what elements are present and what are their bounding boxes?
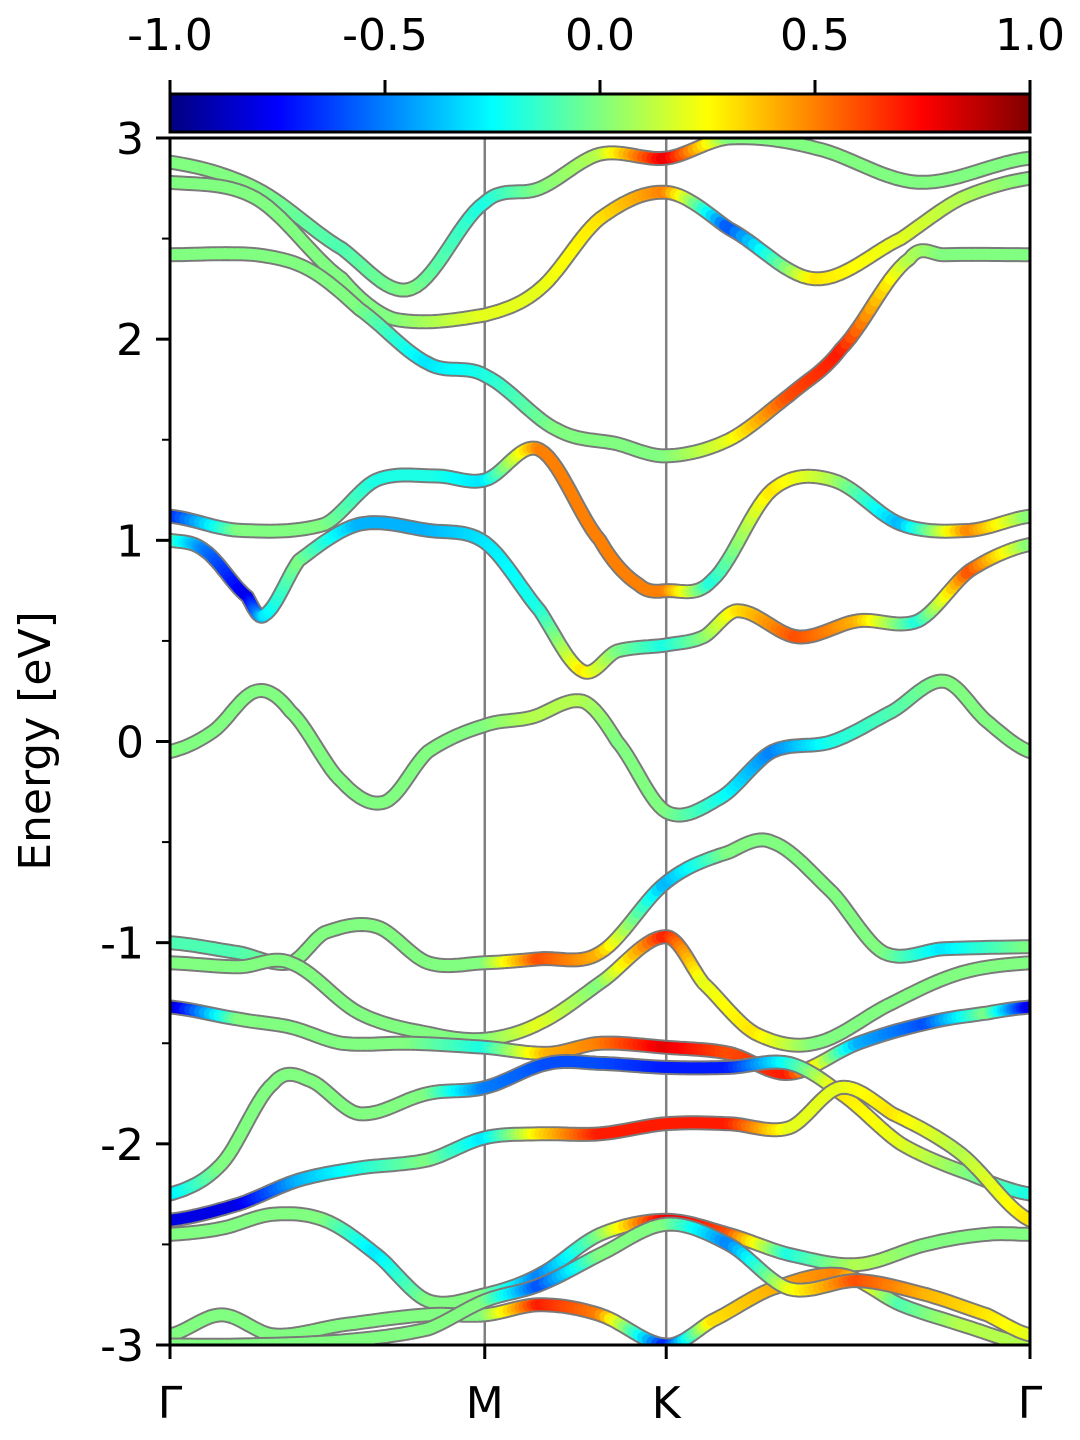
band-2 — [170, 170, 1030, 330]
colorbar-ticks: -1.0 -0.5 0.0 0.5 1.0 — [127, 10, 1065, 94]
y-tick-label: -2 — [100, 1120, 144, 1171]
colorbar-tick-label: 0.0 — [565, 10, 635, 61]
kpoint-lines — [483, 138, 668, 1345]
colorbar-tick-label: -0.5 — [342, 10, 428, 61]
band-outline — [170, 243, 1030, 464]
band-13 — [170, 1266, 1030, 1345]
x-tick-label: M — [466, 1378, 504, 1429]
y-tick-label: 1 — [116, 516, 144, 567]
plot-area: -3 -2 -1 0 1 2 3 Γ M K Γ Energy [eV] — [10, 114, 1043, 1429]
y-tick-label: -1 — [100, 919, 144, 970]
y-tick-label: 2 — [116, 315, 144, 366]
x-tick-label: K — [652, 1378, 682, 1429]
band-7 — [170, 832, 1030, 974]
band-4 — [170, 440, 1030, 600]
bands — [170, 138, 1030, 1345]
colorbar-gradient — [168, 92, 1032, 134]
y-tick-label: 3 — [116, 114, 144, 165]
band-10 — [170, 1053, 1030, 1202]
x-tick-label: Γ — [1018, 1378, 1043, 1429]
band-3 — [170, 243, 1030, 464]
band-outline — [170, 170, 1030, 330]
x-tick-label: Γ — [158, 1378, 183, 1429]
band-11 — [170, 1079, 1030, 1228]
band-outline — [170, 1079, 1030, 1228]
band-5 — [170, 515, 1030, 680]
colorbar: -1.0 -0.5 0.0 0.5 1.0 — [127, 10, 1065, 134]
y-axis-label: Energy [eV] — [10, 611, 61, 871]
y-tick-label: -3 — [100, 1321, 144, 1372]
band-14 — [170, 1216, 1030, 1345]
band-8 — [170, 929, 1030, 1053]
y-axis-ticks: -3 -2 -1 0 1 2 3 — [100, 114, 170, 1372]
colorbar-tick-label: 1.0 — [995, 10, 1065, 61]
plot-frame — [168, 136, 1032, 1347]
y-tick-label: 0 — [116, 718, 144, 769]
colorbar-tick-label: 0.5 — [780, 10, 850, 61]
band-6 — [170, 673, 1030, 823]
colorbar-tick-label: -1.0 — [127, 10, 213, 61]
